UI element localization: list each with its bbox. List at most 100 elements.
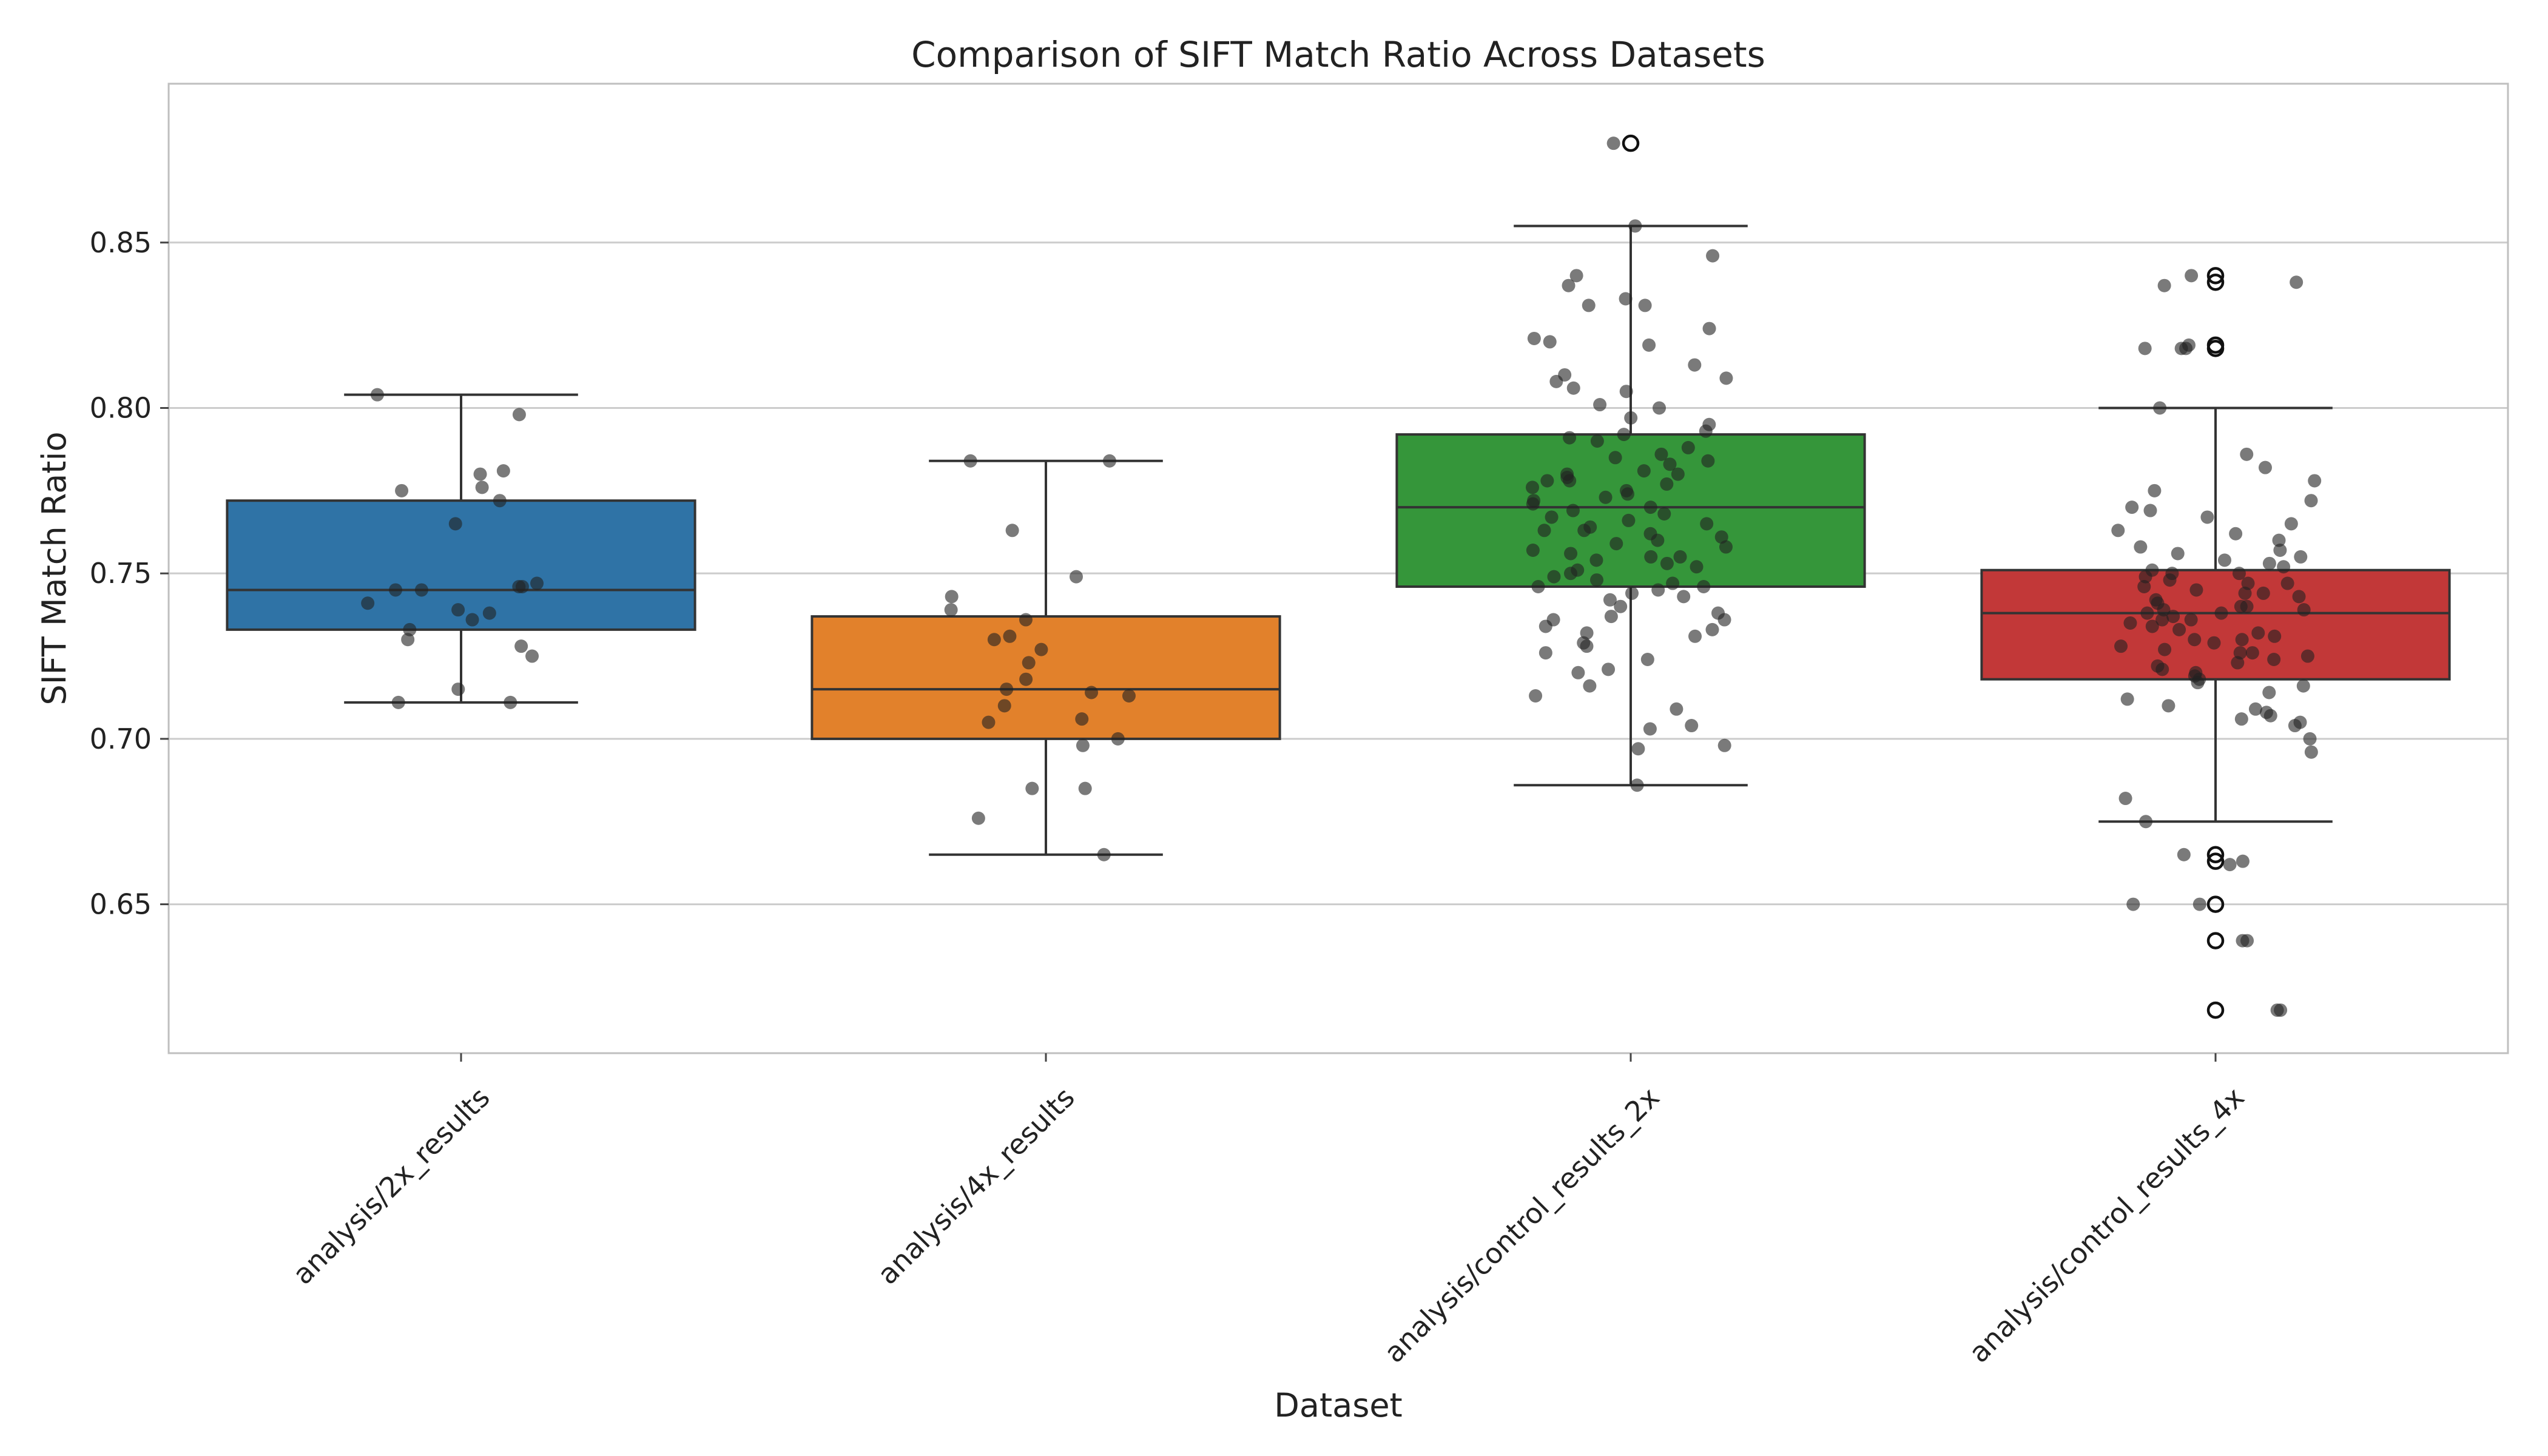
data-point	[1651, 583, 1665, 597]
data-point	[2240, 599, 2254, 613]
y-tick-label: 0.70	[90, 723, 152, 755]
data-point	[2114, 639, 2128, 653]
data-point	[2232, 567, 2246, 581]
data-point	[1583, 679, 1597, 693]
data-point	[2274, 1003, 2288, 1017]
y-axis-label: SIFT Match Ratio	[35, 431, 73, 705]
data-point	[944, 603, 958, 617]
data-point	[1717, 613, 1731, 627]
data-point	[1654, 447, 1668, 461]
data-point	[1688, 358, 1702, 372]
data-point	[1688, 629, 1702, 643]
data-point	[1609, 537, 1623, 551]
data-point	[482, 606, 496, 620]
data-point	[971, 811, 985, 825]
data-point	[1569, 269, 1583, 283]
data-point	[2294, 550, 2308, 564]
y-tick-label: 0.80	[90, 391, 152, 424]
data-point	[1563, 567, 1577, 581]
data-point	[2120, 692, 2134, 706]
data-point	[1539, 646, 1552, 660]
data-point	[1580, 639, 1594, 653]
data-point	[2214, 606, 2228, 620]
data-point	[2162, 699, 2176, 713]
iqr-box	[1980, 568, 2451, 681]
data-point	[451, 603, 465, 617]
data-point	[1566, 381, 1580, 395]
data-point	[1651, 533, 1665, 547]
data-point	[2191, 676, 2205, 690]
data-point	[1602, 662, 1616, 676]
outlier-marker	[2206, 1001, 2225, 1019]
data-point	[2263, 709, 2277, 723]
data-point	[1539, 619, 1552, 633]
data-point	[1563, 474, 1577, 488]
data-point	[2111, 524, 2125, 538]
data-point	[2148, 484, 2162, 497]
data-point	[2240, 447, 2254, 461]
data-point	[1640, 652, 1654, 666]
data-point	[2139, 815, 2153, 829]
y-tick-label: 0.75	[90, 557, 152, 590]
data-point	[982, 715, 996, 729]
data-point	[1699, 424, 1713, 438]
y-tick-label: 0.65	[90, 888, 152, 921]
data-point	[2126, 897, 2140, 911]
plot-frame	[167, 83, 2509, 1054]
data-point	[1075, 712, 1089, 726]
data-point	[1643, 500, 1657, 514]
data-point	[1527, 331, 1541, 345]
data-point	[1666, 576, 1680, 590]
data-point	[2272, 533, 2286, 547]
data-point	[1642, 338, 1656, 352]
data-point	[514, 639, 528, 653]
data-point	[1537, 524, 1551, 538]
data-point	[1603, 593, 1617, 607]
data-point	[1563, 431, 1577, 445]
data-point	[2229, 527, 2243, 541]
data-point	[403, 622, 417, 636]
data-point	[2234, 712, 2248, 726]
data-point	[1526, 544, 1540, 558]
data-point	[2138, 342, 2152, 356]
data-point	[1525, 480, 1539, 494]
data-point	[1005, 524, 1019, 538]
data-point	[2217, 553, 2231, 567]
data-point	[2292, 590, 2306, 604]
data-point	[2207, 636, 2221, 650]
data-point	[2138, 570, 2152, 584]
data-point	[475, 480, 489, 494]
data-point	[1673, 550, 1687, 564]
data-point	[1622, 513, 1636, 527]
data-point	[2297, 603, 2311, 617]
data-point	[395, 484, 409, 497]
data-point	[1022, 656, 1036, 670]
data-point	[1644, 550, 1658, 564]
data-point	[2236, 934, 2250, 948]
data-point	[1590, 434, 1604, 448]
data-point	[1719, 371, 1733, 385]
data-point	[1545, 510, 1559, 524]
data-point	[997, 699, 1011, 713]
outlier-markers	[1622, 134, 2225, 1019]
data-point	[1625, 586, 1639, 600]
data-point	[1025, 781, 1039, 795]
data-point	[1034, 642, 1048, 656]
data-point	[987, 633, 1001, 647]
chart-title: Comparison of SIFT Match Ratio Across Da…	[911, 34, 1765, 75]
data-point	[1608, 451, 1622, 465]
data-point	[493, 494, 507, 508]
data-point	[465, 613, 479, 627]
data-point	[1657, 507, 1671, 521]
data-point	[1690, 560, 1704, 574]
data-point	[2284, 517, 2298, 531]
data-point	[2223, 858, 2237, 872]
data-point	[1003, 629, 1017, 643]
data-point	[525, 649, 539, 663]
data-point	[2137, 579, 2151, 593]
data-point	[1719, 540, 1733, 554]
data-point	[1706, 249, 1720, 263]
data-point	[1700, 517, 1714, 531]
data-point	[2200, 510, 2214, 524]
